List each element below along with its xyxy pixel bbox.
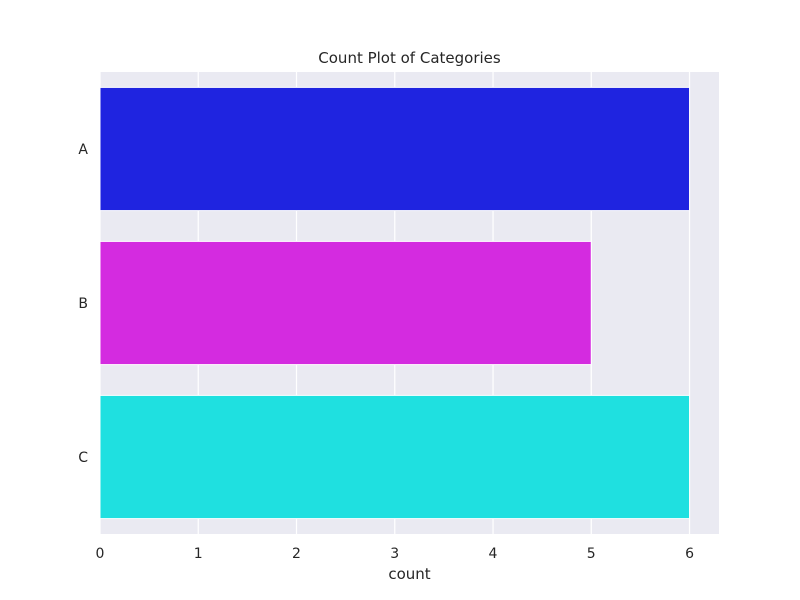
bar-a [99,86,691,212]
y-tick-label: C [78,450,88,466]
y-tick-label: A [78,142,88,158]
x-tick-label: 0 [96,546,105,562]
bars [99,86,691,520]
bar-b [99,240,592,366]
x-tick-label: 6 [685,546,694,562]
x-tick-label: 2 [292,546,301,562]
x-tick-label: 3 [390,546,399,562]
chart-title: Count Plot of Categories [318,49,501,67]
x-tick-label: 1 [194,546,203,562]
y-tick-label: B [78,296,88,312]
x-tick-label: 4 [489,546,498,562]
x-tick-labels: 0 1 2 3 4 5 6 [96,546,695,562]
x-tick-label: 5 [587,546,596,562]
y-tick-labels: A B C [78,142,88,466]
bar-c [99,394,691,520]
x-axis-label: count [388,565,430,583]
